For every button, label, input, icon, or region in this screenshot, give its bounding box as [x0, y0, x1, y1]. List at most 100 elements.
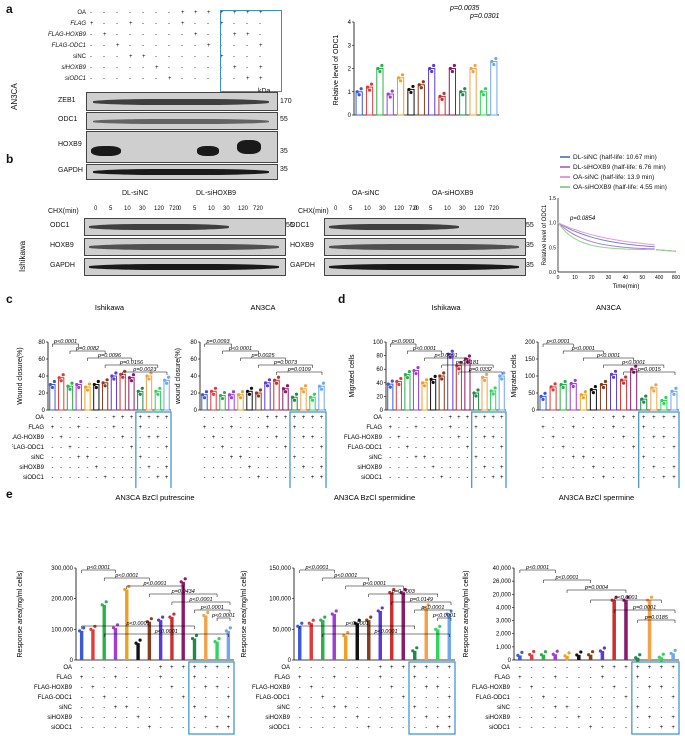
legend-label: DL-siNC (half-life: 10.67 min): [573, 154, 657, 161]
sign-cell: -: [441, 425, 443, 431]
data-point: [294, 392, 299, 396]
sign-cell: +: [660, 685, 664, 691]
p-value: p<0.0001: [412, 346, 436, 352]
sign-cell: -: [249, 475, 251, 481]
data-point: [399, 79, 403, 83]
sign-cell: +: [672, 415, 676, 421]
bar: [421, 382, 428, 411]
y-tick-label: 3,000: [496, 619, 512, 625]
sign-cell: -: [137, 705, 139, 711]
a-sign-cell: -: [90, 65, 92, 71]
sign-cell: -: [267, 445, 269, 451]
a-sign-cell: +: [220, 21, 224, 27]
panel-a-highlight-box: [220, 10, 282, 92]
sign-cell: -: [104, 445, 106, 451]
data-point: [167, 375, 171, 379]
sign-cell: -: [592, 425, 594, 431]
sign-cell: -: [285, 455, 287, 461]
sign-cell: -: [531, 725, 533, 731]
b-label-hoxb9-left: HOXB9: [50, 242, 74, 249]
sign-cell: -: [303, 425, 305, 431]
sign-cell: -: [542, 675, 544, 681]
y-tick-label: 40: [376, 381, 383, 387]
sign-cell: -: [312, 445, 314, 451]
data-point: [559, 382, 563, 387]
sign-cell: +: [221, 445, 225, 451]
p-bracket: [424, 357, 468, 361]
sign-cell: -: [95, 425, 97, 431]
sign-cell: +: [170, 665, 174, 671]
sign-cell: +: [652, 435, 656, 441]
data-point: [399, 376, 403, 381]
sign-cell: -: [294, 435, 296, 441]
data-point: [493, 386, 497, 390]
a-sign-cell: -: [116, 21, 118, 27]
data-point: [541, 656, 546, 660]
sign-cell: +: [193, 665, 197, 671]
a-sign-cell: -: [246, 21, 248, 27]
data-point: [459, 361, 463, 365]
chart-title: Ishikawa: [431, 303, 461, 312]
sign-cell: -: [519, 685, 521, 691]
sign-cell: -: [78, 465, 80, 471]
sign-cell: -: [160, 685, 162, 691]
data-point: [245, 389, 250, 393]
data-point: [472, 391, 476, 395]
sign-cell: -: [78, 415, 80, 421]
a-sign-cell: -: [90, 10, 92, 16]
sign-cell: -: [613, 455, 615, 461]
a-sign-cell: -: [233, 54, 235, 60]
p-bracket: [194, 609, 231, 613]
sign-cell: -: [582, 425, 584, 431]
a-sign-cell: -: [155, 21, 157, 27]
data-point: [204, 616, 208, 621]
sign-cell: -: [562, 425, 564, 431]
a-sign-cell: +: [194, 10, 198, 16]
data-point: [66, 384, 70, 388]
blot-b-gapdh-left: [84, 258, 286, 276]
p-value: p=0.0093: [205, 339, 230, 345]
a-sign-cell: -: [142, 32, 144, 38]
data-point: [378, 612, 382, 616]
data-point: [78, 629, 82, 633]
data-point: [434, 627, 438, 631]
sign-cell: -: [95, 455, 97, 461]
sign-cell: +: [662, 435, 666, 441]
sign-cell: -: [673, 425, 675, 431]
sign-cell: +: [530, 685, 534, 691]
sign-cell: -: [590, 665, 592, 671]
sign-cell: -: [267, 455, 269, 461]
sign-cell: -: [285, 425, 287, 431]
data-point: [401, 593, 405, 598]
b-time-label: 120: [154, 206, 165, 212]
data-point: [463, 87, 467, 91]
sign-cell: -: [87, 445, 89, 451]
p-bracket: [437, 617, 452, 621]
data-point: [647, 601, 652, 605]
blot-hoxb9: [86, 131, 278, 163]
sign-cell: -: [542, 415, 544, 421]
sign-cell: -: [345, 665, 347, 671]
sign-cell: -: [81, 705, 83, 711]
y-tick-label: 50,000: [273, 627, 292, 633]
sign-cell: -: [398, 475, 400, 481]
data-point: [236, 393, 241, 397]
sign-row-label: FLAG-ODC1: [476, 695, 511, 701]
data-point: [474, 394, 478, 398]
sign-cell: +: [165, 465, 169, 471]
sign-cell: -: [437, 715, 439, 721]
decay-curve: [557, 222, 655, 251]
bar: [170, 617, 174, 660]
data-point: [172, 612, 176, 616]
data-point: [673, 648, 677, 652]
data-point: [256, 394, 261, 398]
sign-cell: -: [391, 695, 393, 701]
sign-cell: -: [625, 725, 627, 731]
a-sign-cell: -: [116, 54, 118, 60]
b-time-label: 0: [414, 206, 418, 212]
sign-cell: -: [623, 465, 625, 471]
decay-curve: [557, 222, 655, 248]
sign-cell: -: [267, 435, 269, 441]
data-point: [414, 371, 418, 376]
